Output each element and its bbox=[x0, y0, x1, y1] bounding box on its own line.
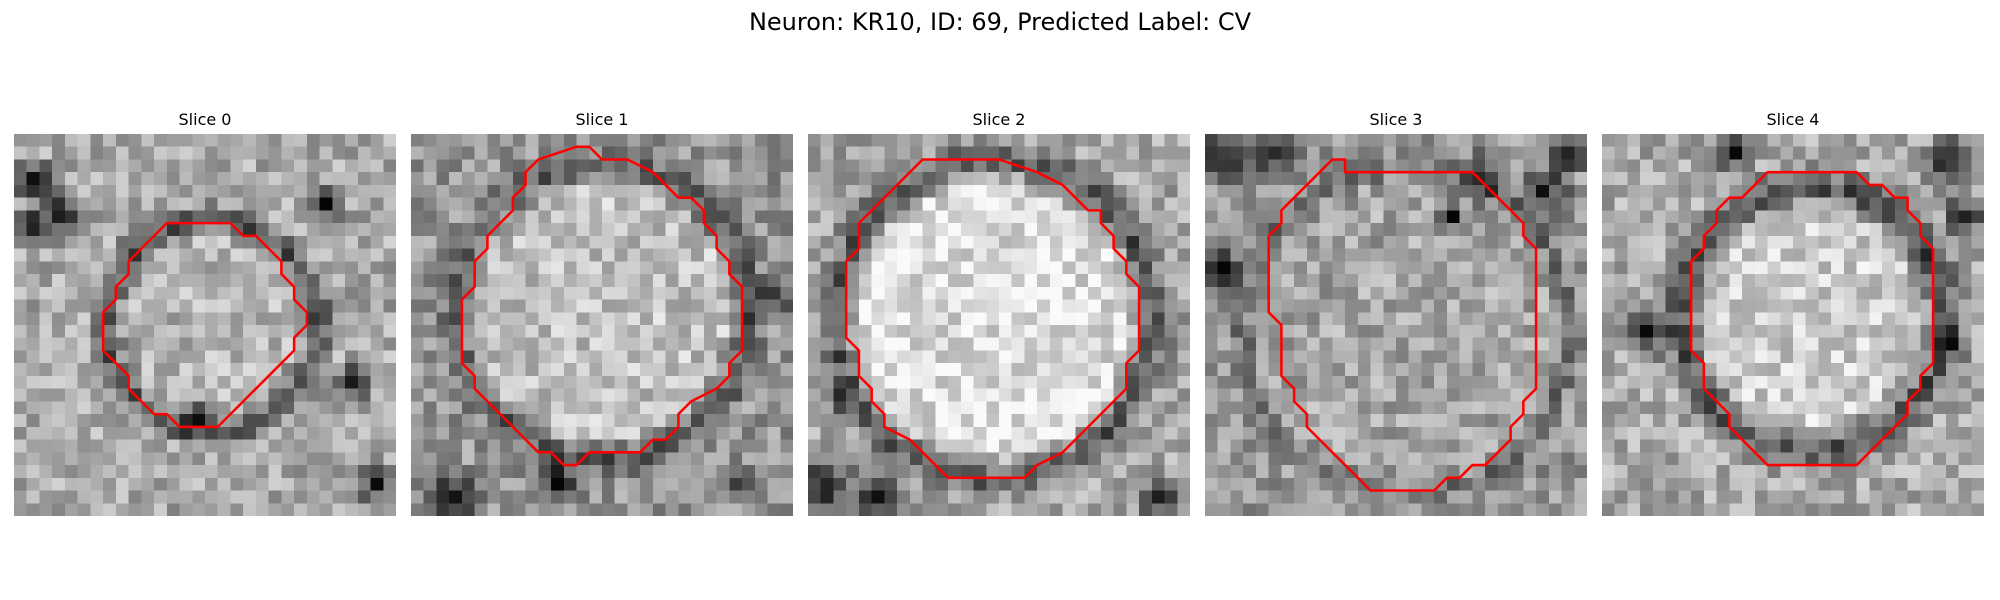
slice-svg bbox=[1602, 134, 1984, 516]
slice-svg bbox=[1205, 134, 1587, 516]
slice-title-2: Slice 2 bbox=[972, 110, 1026, 129]
slice-image-4 bbox=[1602, 134, 1984, 516]
slice-title-3: Slice 3 bbox=[1369, 110, 1423, 129]
slice-title-1: Slice 1 bbox=[575, 110, 629, 129]
roi-contour bbox=[460, 145, 744, 467]
slice-title-0: Slice 0 bbox=[178, 110, 232, 129]
pixel-grid bbox=[1205, 134, 1587, 516]
slice-title-4: Slice 4 bbox=[1766, 110, 1820, 129]
slice-svg bbox=[808, 134, 1190, 516]
pixel-grid bbox=[411, 134, 793, 516]
roi-contour bbox=[1689, 170, 1935, 467]
slice-svg bbox=[14, 134, 396, 516]
slice-svg bbox=[411, 134, 793, 516]
roi-contour bbox=[101, 221, 309, 429]
slice-image-1 bbox=[411, 134, 793, 516]
slice-image-2 bbox=[808, 134, 1190, 516]
roi-contour bbox=[1267, 158, 1538, 492]
slice-image-0 bbox=[14, 134, 396, 516]
pixel-grid bbox=[1602, 134, 1984, 516]
slice-image-3 bbox=[1205, 134, 1587, 516]
pixel-grid bbox=[808, 134, 1190, 516]
pixel-grid bbox=[14, 134, 396, 516]
roi-contour bbox=[844, 158, 1141, 480]
figure-title: Neuron: KR10, ID: 69, Predicted Label: C… bbox=[748, 8, 1252, 36]
